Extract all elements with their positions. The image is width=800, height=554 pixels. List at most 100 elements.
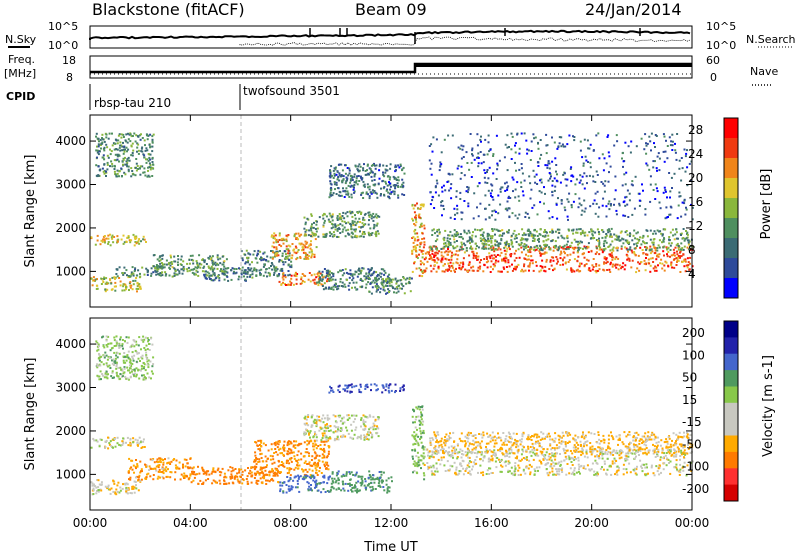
- data-cell-8-97: [375, 230, 378, 233]
- data-cell-8-168: [342, 211, 345, 214]
- data-cell-10-56: [402, 285, 405, 288]
- data-cell-4-209: [260, 445, 262, 447]
- data-cell-1-76: [105, 282, 108, 285]
- data-cell-16-454: [468, 168, 471, 171]
- data-cell-13-379: [536, 235, 539, 237]
- data-cell-15-52: [382, 164, 385, 167]
- data-cell-4-140: [321, 456, 324, 459]
- data-cell-10-48: [408, 282, 411, 285]
- data-cell-4-260: [316, 464, 319, 467]
- data-cell-0-59: [103, 239, 106, 242]
- data-cell-13-10: [677, 248, 680, 251]
- data-cell-12-527: [571, 246, 574, 249]
- data-cell-3-122: [207, 478, 210, 480]
- data-cell-11-3: [418, 274, 421, 277]
- data-cell-5-39: [307, 482, 310, 485]
- data-cell-15-22: [356, 175, 359, 178]
- data-cell-4-69: [244, 278, 247, 281]
- data-cell-13-542: [626, 233, 629, 236]
- data-cell-16-79: [471, 147, 474, 150]
- data-cell-16-9: [473, 192, 476, 195]
- data-cell-16-346: [683, 199, 686, 202]
- data-cell-3-94: [205, 470, 208, 473]
- data-cell-9-124: [376, 285, 379, 287]
- data-cell-12-519: [453, 269, 456, 272]
- data-cell-5-56: [278, 273, 281, 275]
- data-cell-6-154: [324, 426, 327, 429]
- data-cell-16-310: [567, 218, 569, 221]
- data-cell-1-65: [111, 276, 114, 279]
- data-cell-9-171: [334, 278, 337, 281]
- data-cell-8-71: [339, 232, 342, 234]
- data-cell-16-382: [638, 192, 641, 195]
- data-cell-16-177: [476, 133, 479, 136]
- data-cell-16-151: [563, 206, 566, 209]
- data-cell-5-63: [275, 250, 278, 253]
- data-cell-16-581: [659, 207, 662, 210]
- data-cell-13-436: [483, 237, 486, 240]
- data-cell-13-129: [454, 246, 457, 249]
- data-cell-3-88: [249, 469, 252, 472]
- data-cell-6-114: [326, 425, 329, 428]
- data-cell-15-192: [353, 181, 356, 184]
- data-cell-2-35: [152, 458, 155, 460]
- data-cell-8-195: [353, 228, 356, 231]
- data-cell-16-107: [504, 143, 507, 146]
- data-cell-4-244: [290, 467, 293, 470]
- data-cell-13-577: [652, 245, 655, 248]
- data-cell-10-4: [367, 281, 370, 284]
- data-cell-13-176: [575, 231, 578, 234]
- data-cell-8-132: [376, 215, 379, 217]
- data-cell-16-582: [583, 187, 586, 190]
- data-cell-5-21: [291, 486, 294, 489]
- data-cell-13-596: [534, 234, 537, 237]
- data-cell-16-58: [674, 142, 676, 145]
- data-cell-11-4: [421, 275, 424, 278]
- data-cell-13-137: [503, 241, 506, 244]
- data-cell-16-509: [645, 144, 648, 147]
- data-cell-13-480: [536, 239, 539, 241]
- data-cell-13-278: [628, 235, 631, 238]
- data-cell-2-70: [158, 460, 161, 463]
- data-cell-12-7: [670, 264, 673, 267]
- data-cell-11-0: [416, 202, 418, 205]
- data-cell-4-118: [283, 446, 286, 449]
- data-cell-16-149: [440, 204, 443, 207]
- data-cell-16-117: [518, 213, 521, 216]
- data-cell-16-309: [537, 147, 540, 150]
- data-cell-10-70: [406, 277, 409, 280]
- data-cell-13-387: [663, 237, 665, 240]
- data-cell-12-192: [603, 261, 606, 264]
- data-cell-13-554: [681, 247, 684, 250]
- data-cell-16-387: [486, 153, 489, 156]
- data-cell-0-53: [111, 234, 114, 237]
- data-cell-10-69: [401, 283, 403, 286]
- data-cell-14-154: [102, 147, 105, 150]
- data-cell-4-30: [246, 275, 249, 278]
- data-cell-9-14: [332, 285, 335, 288]
- data-cell-15-94: [332, 192, 335, 195]
- data-cell-16-131: [669, 196, 671, 199]
- data-cell-14-208: [124, 173, 127, 176]
- data-cell-3-78: [155, 270, 158, 273]
- data-cell-13-575: [662, 246, 665, 249]
- data-cell-4-235: [293, 455, 296, 458]
- data-cell-15-164: [338, 179, 341, 182]
- data-cell-13-559: [596, 228, 599, 231]
- data-cell-1-70: [105, 277, 108, 280]
- data-cell-3-89: [212, 468, 215, 471]
- data-cell-0-0: [141, 446, 144, 449]
- data-cell-4-231: [310, 464, 313, 467]
- data-cell-12-528: [614, 263, 617, 266]
- data-cell-9-29: [351, 275, 354, 277]
- data-cell-10-67: [374, 278, 377, 281]
- data-cell-12-165: [673, 254, 676, 257]
- data-cell-5-46: [279, 490, 282, 493]
- data-cell-16-487: [460, 157, 463, 160]
- data-cell-4-264: [328, 446, 331, 449]
- data-cell-6-38: [364, 420, 367, 423]
- data-cell-15-218: [341, 174, 344, 177]
- data-cell-13-553: [658, 246, 661, 249]
- data-cell-3-150: [190, 481, 193, 484]
- data-cell-16-12: [526, 212, 529, 215]
